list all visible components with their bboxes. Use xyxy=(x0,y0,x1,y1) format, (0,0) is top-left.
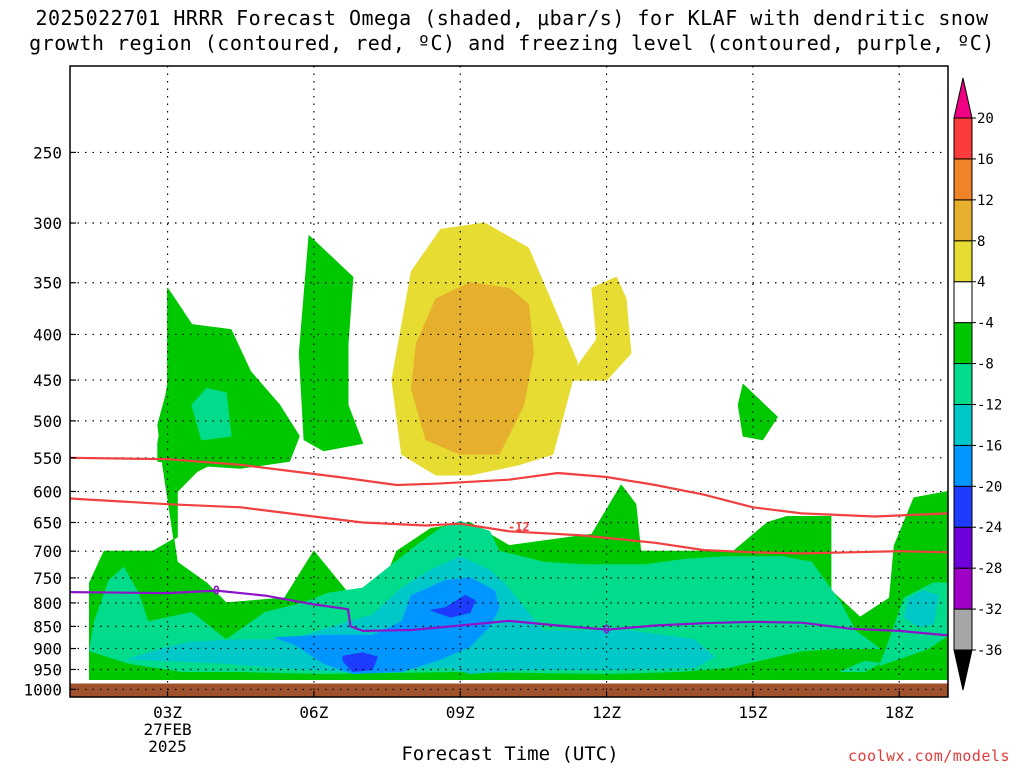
freezing-level-contour-label: 0 xyxy=(213,584,220,598)
colorbar-bin xyxy=(953,403,973,446)
omega-region xyxy=(342,652,378,672)
y-tick-label: 600 xyxy=(33,482,62,501)
source-credit: coolwx.com/models xyxy=(847,747,1010,765)
colorbar-bin xyxy=(953,199,973,242)
omega-fill-layer xyxy=(89,222,948,680)
colorbar: -36 -32 -28 -24 -20 -16 -12 -8 -4 4 8 12 16 20 xyxy=(953,77,1002,691)
x-tick-label: 12Z xyxy=(592,703,621,722)
colorbar-bin xyxy=(953,608,973,651)
snow-growth-contour-label: -12 xyxy=(508,520,530,534)
x-tick-label: 15Z xyxy=(738,703,767,722)
snow-growth-contour xyxy=(70,497,948,555)
colorbar-tick-label: -12 xyxy=(977,397,1002,413)
colorbar-tick-label: -16 xyxy=(977,438,1002,454)
y-tick-label: 950 xyxy=(33,660,62,679)
y-tick-label: 800 xyxy=(33,594,62,613)
omega-region xyxy=(298,235,364,452)
y-tick-label: 650 xyxy=(33,513,62,532)
plot-frame xyxy=(69,65,949,698)
omega-region xyxy=(274,577,500,674)
colorbar-bin xyxy=(953,240,973,283)
x-tick-date-label: 2025 xyxy=(148,737,187,756)
x-tick-label: 06Z xyxy=(299,703,328,722)
y-tick-label: 900 xyxy=(33,640,62,659)
contour-layer: -12 0 0 xyxy=(70,456,948,637)
chart-title-line-1: 2025022701 HRRR Forecast Omega (shaded, … xyxy=(35,6,989,30)
x-tick-date-label: 27FEB xyxy=(143,720,191,739)
ground-band-rect xyxy=(70,683,948,697)
y-tick-label: 1000 xyxy=(23,680,62,699)
grid-layer xyxy=(70,66,948,697)
colorbar-top-triangle xyxy=(953,77,973,119)
colorbar-tick-label: -24 xyxy=(977,520,1002,536)
colorbar-bin xyxy=(953,526,973,569)
y-tick-label: 500 xyxy=(33,412,62,431)
freezing-level-contour xyxy=(70,589,948,637)
colorbar-tick-label: 4 xyxy=(977,275,985,291)
y-tick-label: 450 xyxy=(33,371,62,390)
omega-region xyxy=(157,287,300,469)
x-tick-label: 09Z xyxy=(446,703,475,722)
ground-band xyxy=(70,683,948,697)
omega-region xyxy=(430,595,476,618)
omega-region xyxy=(191,388,232,441)
snow-growth-contour xyxy=(70,456,948,518)
x-tick-label: 18Z xyxy=(885,703,914,722)
x-tick-label: 03Z xyxy=(153,703,182,722)
freezing-level-contour-label: 0 xyxy=(603,623,610,637)
colorbar-bin xyxy=(953,567,973,610)
colorbar-bin xyxy=(953,363,973,405)
colorbar-tick-label: -20 xyxy=(977,479,1002,495)
omega-region xyxy=(567,276,632,381)
colorbar-tick-label: -8 xyxy=(977,357,994,373)
chart-title-line-2: growth region (contoured, red, ºC) and f… xyxy=(29,31,995,55)
y-tick-label: 300 xyxy=(33,214,62,233)
x-axis-label: Forecast Time (UTC) xyxy=(401,743,619,765)
omega-region xyxy=(737,383,778,441)
colorbar-tick-label: 16 xyxy=(977,152,994,168)
colorbar-tick-label: 8 xyxy=(977,234,985,250)
colorbar-bin xyxy=(953,444,973,487)
y-tick-label: 550 xyxy=(33,449,62,468)
colorbar-bin xyxy=(953,117,973,160)
y-tick-label: 750 xyxy=(33,569,62,588)
y-tick-label: 350 xyxy=(33,274,62,293)
axes-layer: 250 300 350 400 450 500 550 600 650 700 750 800 850 9… xyxy=(23,65,949,756)
colorbar-tick-label: -4 xyxy=(977,316,994,332)
colorbar-bin xyxy=(953,158,973,201)
colorbar-bin xyxy=(953,322,973,365)
colorbar-tick-label: -32 xyxy=(977,602,1002,618)
y-tick-label: 400 xyxy=(33,325,62,344)
colorbar-bin xyxy=(953,485,973,528)
y-tick-label: 850 xyxy=(33,617,62,636)
y-tick-label: 250 xyxy=(33,143,62,162)
colorbar-tick-label: 20 xyxy=(977,111,994,127)
chart-title: 2025022701 HRRR Forecast Omega (shaded, … xyxy=(0,6,1024,56)
colorbar-tick-label: 12 xyxy=(977,193,994,209)
colorbar-tick-label: -28 xyxy=(977,561,1002,577)
y-tick-label: 700 xyxy=(33,542,62,561)
colorbar-tick-label: -36 xyxy=(977,643,1002,659)
colorbar-bottom-triangle xyxy=(953,649,973,691)
colorbar-bin xyxy=(953,281,973,324)
omega-region xyxy=(410,282,534,455)
